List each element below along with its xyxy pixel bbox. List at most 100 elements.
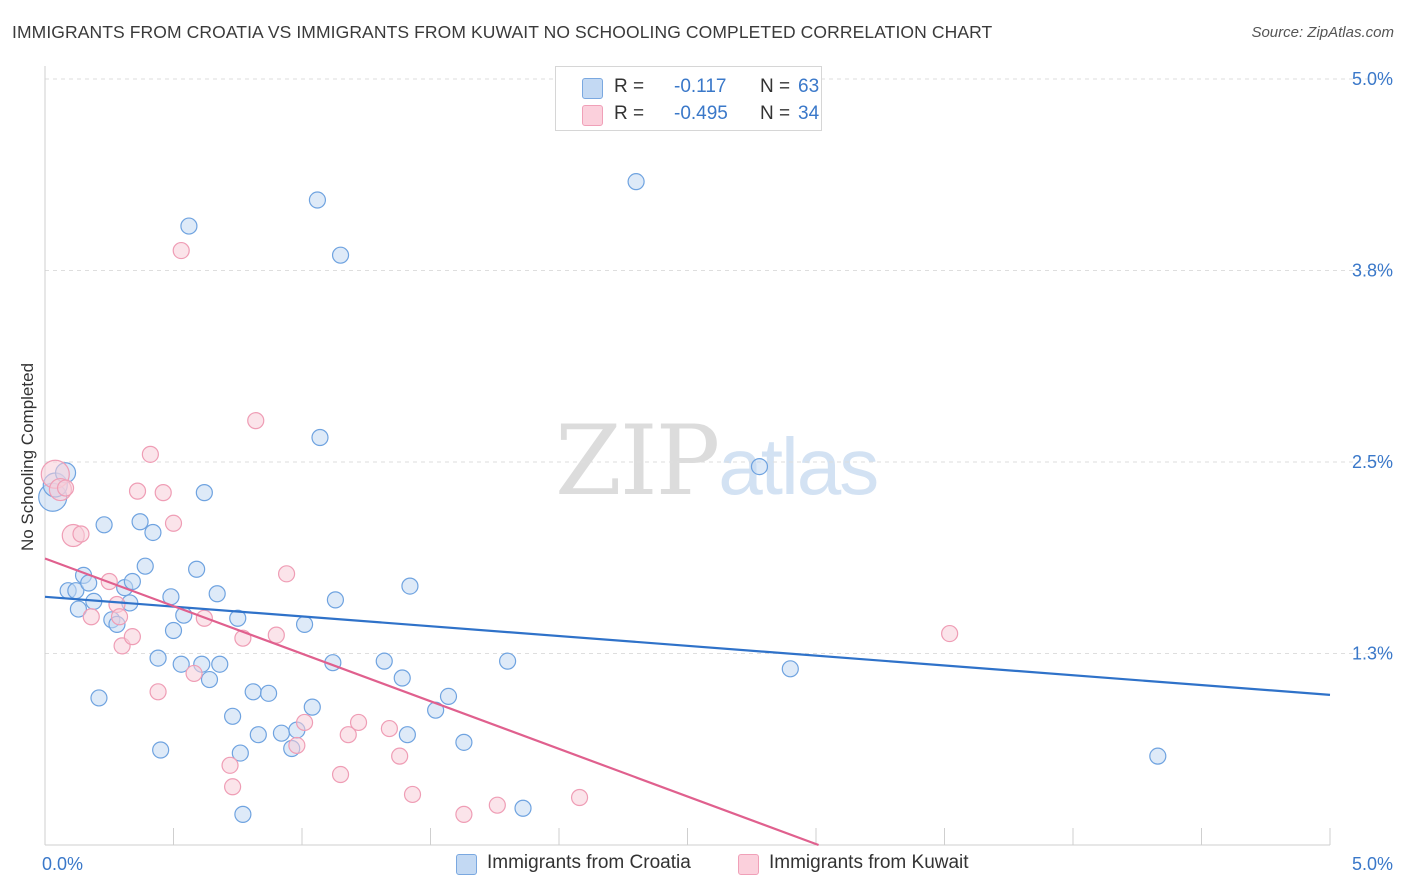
croatia-point bbox=[750, 457, 769, 476]
croatia-point bbox=[231, 744, 249, 762]
kuwait-point bbox=[123, 628, 141, 646]
watermark: ZIPatlas bbox=[555, 405, 879, 517]
croatia-point bbox=[308, 191, 327, 209]
croatia-point bbox=[90, 689, 108, 707]
legend-swatch-kuwait bbox=[582, 105, 603, 126]
croatia-point bbox=[136, 557, 154, 575]
croatia-point bbox=[627, 173, 645, 191]
kuwait-point bbox=[164, 514, 183, 532]
series-label-kuwait: Immigrants from Kuwait bbox=[769, 852, 969, 873]
croatia-point bbox=[331, 246, 350, 264]
kuwait-point bbox=[72, 525, 90, 543]
legend-r-value-kuwait: -0.495 bbox=[674, 103, 728, 124]
legend-n-value-kuwait: 34 bbox=[798, 103, 820, 124]
x-tick-label: 0.0% bbox=[42, 854, 83, 874]
legend-swatch-croatia bbox=[582, 78, 603, 99]
kuwait-point bbox=[288, 736, 306, 755]
legend-r-value-croatia: -0.117 bbox=[674, 76, 727, 97]
series-swatch-croatia bbox=[456, 854, 477, 875]
y-tick-label: 1.3% bbox=[1352, 644, 1393, 664]
kuwait-point bbox=[941, 624, 959, 643]
croatia-point bbox=[781, 660, 799, 678]
y-tick-label: 3.8% bbox=[1352, 261, 1393, 281]
kuwait-point bbox=[154, 484, 172, 502]
croatia-point bbox=[234, 805, 252, 823]
kuwait-point bbox=[403, 785, 422, 804]
kuwait-point bbox=[172, 241, 190, 260]
croatia-point bbox=[123, 572, 141, 591]
legend-r-label: R = bbox=[614, 103, 645, 124]
croatia-point bbox=[439, 687, 458, 705]
croatia-point bbox=[149, 649, 167, 667]
legend-n-label: N = bbox=[760, 103, 791, 124]
croatia-point bbox=[375, 652, 393, 670]
croatia-point bbox=[180, 217, 198, 235]
kuwait-point bbox=[391, 747, 409, 765]
croatia-point bbox=[393, 669, 411, 687]
croatia-point bbox=[195, 484, 213, 502]
kuwait-point bbox=[570, 788, 589, 807]
legend-r-label: R = bbox=[614, 76, 645, 97]
source-credit: Source: ZipAtlas.com bbox=[1251, 24, 1394, 41]
series-swatch-kuwait bbox=[738, 854, 759, 875]
x-tick-label: 5.0% bbox=[1352, 854, 1393, 874]
kuwait-point bbox=[331, 765, 350, 784]
kuwait-point bbox=[128, 482, 147, 500]
kuwait-trend-line bbox=[44, 557, 819, 847]
kuwait-point bbox=[224, 778, 242, 796]
kuwait-point bbox=[267, 626, 285, 644]
croatia-point bbox=[131, 513, 149, 531]
croatia-point bbox=[188, 560, 206, 578]
croatia-point bbox=[326, 591, 345, 609]
correlation-legend: R = -0.117 N = 63 R = -0.495 N = 34 bbox=[555, 66, 822, 131]
croatia-point bbox=[311, 428, 329, 447]
kuwait-point bbox=[349, 713, 368, 732]
y-axis-label: No Schooling Completed bbox=[18, 362, 37, 552]
croatia-point bbox=[200, 670, 219, 689]
croatia-point bbox=[398, 726, 416, 744]
croatia-point bbox=[172, 655, 190, 673]
kuwait-point bbox=[221, 756, 239, 774]
kuwait-point bbox=[110, 608, 129, 626]
watermark-atlas: atlas bbox=[718, 422, 879, 511]
legend-n-value-croatia: 63 bbox=[798, 76, 820, 97]
kuwait-point bbox=[277, 565, 296, 583]
series-label-croatia: Immigrants from Croatia bbox=[487, 852, 691, 873]
croatia-point bbox=[152, 741, 170, 759]
croatia-point bbox=[164, 621, 183, 640]
kuwait-point bbox=[295, 713, 314, 732]
chart-title: IMMIGRANTS FROM CROATIA VS IMMIGRANTS FR… bbox=[12, 22, 993, 42]
croatia-point bbox=[211, 655, 229, 673]
croatia-point bbox=[259, 684, 278, 702]
kuwait-point bbox=[141, 445, 159, 463]
kuwait-point bbox=[380, 719, 398, 738]
croatia-point bbox=[69, 600, 88, 618]
croatia-point bbox=[455, 733, 473, 751]
watermark-zip: ZIP bbox=[555, 405, 720, 517]
croatia-point bbox=[514, 799, 532, 817]
croatia-point bbox=[224, 707, 242, 725]
kuwait-point bbox=[149, 683, 167, 701]
y-tick-label: 5.0% bbox=[1352, 69, 1393, 89]
croatia-point bbox=[499, 652, 517, 670]
kuwait-point bbox=[455, 805, 473, 823]
croatia-point bbox=[401, 577, 419, 595]
croatia-point bbox=[244, 683, 262, 701]
croatia-point bbox=[95, 516, 113, 534]
croatia-point bbox=[1149, 747, 1167, 765]
croatia-point bbox=[229, 609, 247, 627]
kuwait-point bbox=[247, 412, 265, 430]
kuwait-point bbox=[56, 479, 75, 497]
kuwait-point bbox=[339, 726, 357, 744]
croatia-point bbox=[272, 724, 291, 742]
croatia-trend-line bbox=[44, 595, 1331, 696]
y-tick-label: 2.5% bbox=[1352, 452, 1393, 472]
kuwait-point bbox=[82, 608, 100, 626]
croatia-point bbox=[208, 585, 226, 603]
croatia-point bbox=[249, 726, 267, 744]
croatia-point bbox=[303, 698, 321, 716]
legend-n-label: N = bbox=[760, 76, 791, 97]
croatia-point bbox=[295, 615, 314, 633]
kuwait-point bbox=[185, 664, 203, 683]
